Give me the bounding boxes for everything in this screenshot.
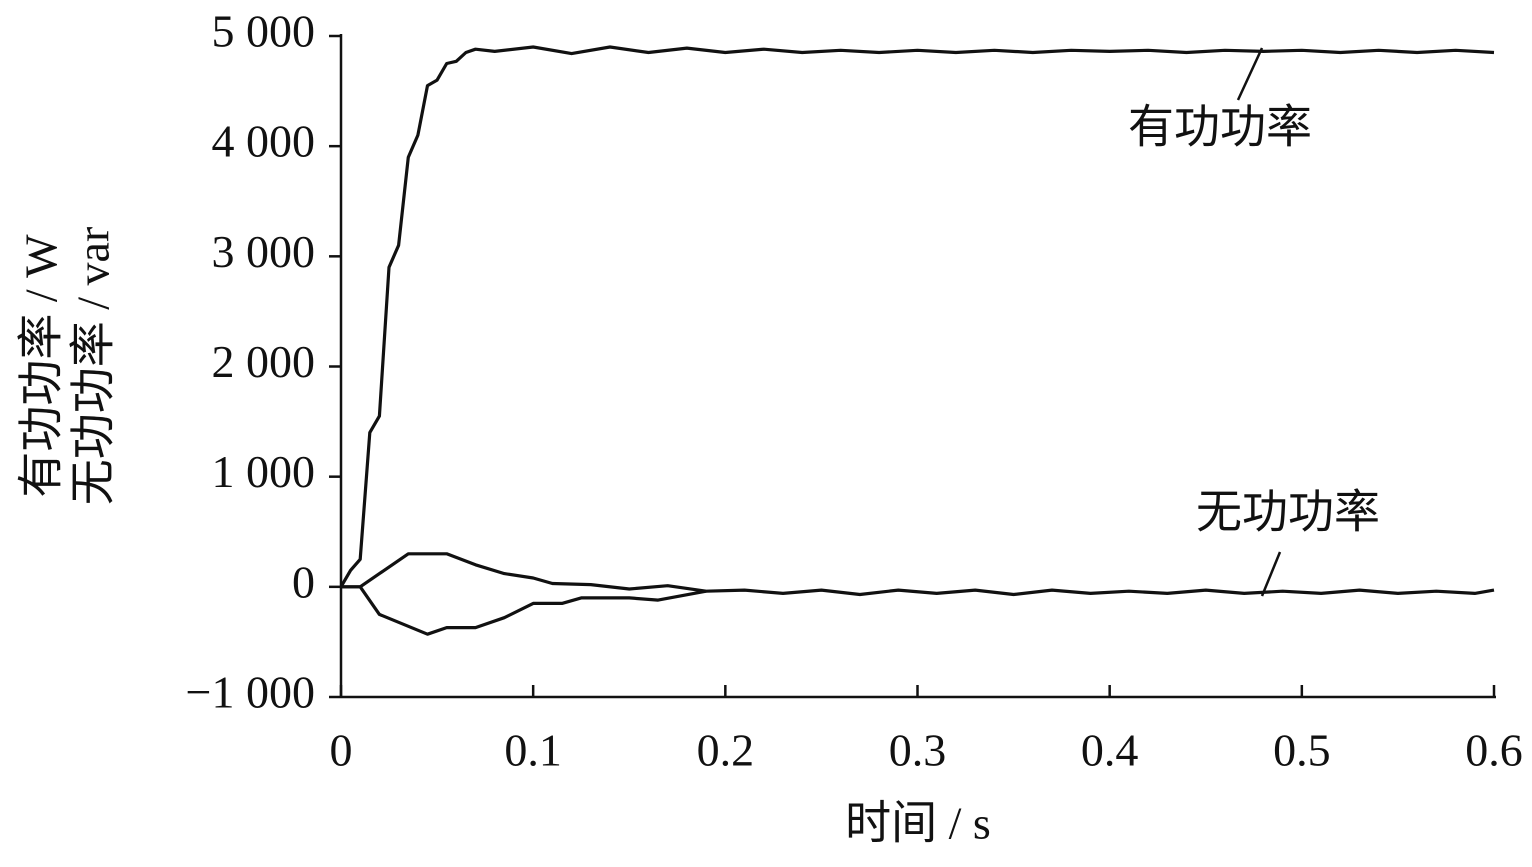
x-tick-label: 0 (330, 725, 353, 776)
y-tick-label: 2 000 (212, 336, 316, 387)
leader-line (1260, 551, 1282, 597)
series-line (339, 45, 1495, 588)
y-tick-label: 3 000 (212, 226, 316, 277)
y-tick-label: 0 (292, 556, 315, 607)
x-tick-label: 0.4 (1081, 725, 1139, 776)
x-tick-label: 0.6 (1465, 725, 1523, 776)
y-axis-label-line: 无功功率 / var (68, 227, 119, 506)
series-label: 有功功率 (1128, 102, 1312, 153)
x-tick-label: 0.1 (504, 725, 562, 776)
series-line (341, 585, 707, 636)
x-axis-label: 时间 / s (845, 798, 991, 849)
leader-line (1236, 47, 1264, 101)
y-tick-label: 5 000 (212, 6, 316, 57)
series-line (341, 552, 1495, 597)
y-tick-label: 1 000 (212, 446, 316, 497)
x-tick-label: 0.2 (697, 725, 755, 776)
y-tick-label: 4 000 (212, 116, 316, 167)
y-axis-label: 有功功率 / W 无功功率 / var (16, 227, 119, 506)
y-axis-label-line: 有功功率 / W (16, 234, 67, 498)
x-tick-label: 0.3 (889, 725, 947, 776)
y-tick-label: −1 000 (186, 667, 315, 718)
x-tick-label: 0.5 (1273, 725, 1331, 776)
series-label: 无功功率 (1196, 487, 1380, 538)
